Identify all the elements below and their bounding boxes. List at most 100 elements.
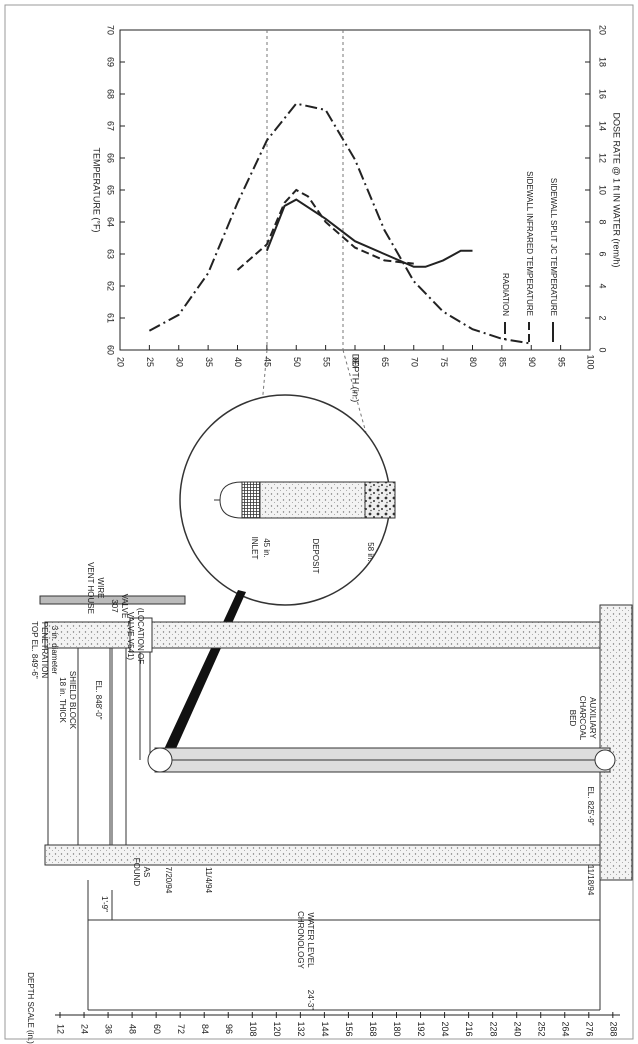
depth-tick-label: 192 — [416, 1021, 426, 1036]
depth-tick-label: 288 — [608, 1021, 618, 1036]
y-tick-label: 63 — [106, 249, 116, 259]
x-tick-label: 40 — [233, 357, 243, 367]
y2-tick-label: 12 — [598, 153, 608, 163]
depth-tick-label: 264 — [560, 1021, 570, 1036]
label: CHARCOAL — [578, 696, 587, 741]
x-tick-label: 80 — [468, 357, 478, 367]
y2-tick-label: 6 — [598, 251, 608, 256]
depth-tick-label: 276 — [584, 1021, 594, 1036]
label: (LOCATION OF — [136, 608, 145, 664]
y-tick-label: 60 — [106, 345, 116, 355]
depth-tick-label: 204 — [440, 1021, 450, 1036]
depth-tick-label: 132 — [296, 1021, 306, 1036]
x-tick-label: 45 — [263, 357, 273, 367]
x-tick-label: 30 — [174, 357, 184, 367]
label: 1'-9" — [100, 896, 109, 912]
label: FOUND — [132, 858, 141, 887]
plot-frame — [120, 30, 590, 350]
depth-tick-label: 240 — [512, 1021, 522, 1036]
figure: 2025303540455055606570758085909510060616… — [0, 0, 638, 1044]
depth-tick-label: 252 — [536, 1021, 546, 1036]
label: 18 in. THICK — [58, 677, 67, 723]
x-tick-label: 90 — [527, 357, 537, 367]
depth-scale-title: DEPTH SCALE (in.) — [26, 972, 35, 1044]
label: TOP EL. 849'-6" — [30, 621, 39, 679]
legend-label: SIDEWALL SPLIT JC TEMPERATURE — [549, 178, 558, 316]
legend-label: SIDEWALL INFRARED TEMPERATURE — [525, 171, 534, 316]
y2-axis-title: DOSE RATE @ 1 ft IN WATER (rem/h) — [612, 113, 622, 268]
depth-tick-label: 228 — [488, 1021, 498, 1036]
y-tick-label: 70 — [106, 25, 116, 35]
depth-tick-label: 48 — [128, 1024, 138, 1034]
label: 307 — [110, 599, 119, 613]
depth-tick-label: 108 — [248, 1021, 258, 1036]
depth-tick-label: 144 — [320, 1021, 330, 1036]
label: CHRONOLOGY — [296, 911, 305, 969]
x-tick-label: 55 — [321, 357, 331, 367]
depth-tick-label: 156 — [344, 1021, 354, 1036]
depth-tick-label: 72 — [176, 1024, 186, 1034]
y-tick-label: 66 — [106, 153, 116, 163]
label: VENT HOUSE — [86, 562, 95, 614]
y2-tick-label: 8 — [598, 219, 608, 224]
label: SHIELD BLOCK — [68, 671, 77, 730]
y-tick-label: 65 — [106, 185, 116, 195]
x-tick-label: 70 — [409, 357, 419, 367]
depth-tick-label: 36 — [104, 1024, 114, 1034]
x-tick-label: 85 — [498, 357, 508, 367]
label: 24'-3" — [306, 990, 315, 1011]
inset — [160, 350, 395, 762]
x-tick-label: 65 — [380, 357, 390, 367]
y-axis-title: TEMPERATURE (°F) — [92, 148, 102, 233]
legend-label: RADIATION — [501, 273, 510, 316]
x-tick-label: 35 — [204, 357, 214, 367]
label: VALVE V541) — [126, 612, 135, 661]
depth-tick-label: 12 — [56, 1024, 66, 1034]
x-tick-label: 25 — [145, 357, 155, 367]
depth-tick-label: 168 — [368, 1021, 378, 1036]
depth-tick-label: 216 — [464, 1021, 474, 1036]
label: 3 in. diameter — [50, 626, 59, 675]
label: WATER LEVEL — [306, 912, 315, 968]
label: AUXILIARY — [588, 697, 597, 739]
series-line — [238, 190, 414, 270]
label: DEPOSIT — [311, 538, 320, 573]
label: EL. 825'-9" — [586, 786, 595, 825]
y2-tick-label: 18 — [598, 57, 608, 67]
label: PENETRATION — [40, 622, 49, 679]
series-line — [149, 104, 531, 344]
series-line — [267, 200, 473, 267]
depth-tick-label: 24 — [80, 1024, 90, 1034]
y2-tick-label: 0 — [598, 347, 608, 352]
x-tick-label: 50 — [292, 357, 302, 367]
y-tick-label: 68 — [106, 89, 116, 99]
x-tick-label: 100 — [586, 354, 596, 369]
label: 58 in. — [366, 542, 375, 562]
label: 11/4/94 — [204, 867, 213, 894]
depth-tick-label: 180 — [392, 1021, 402, 1036]
label: INLET — [250, 537, 259, 560]
y-tick-label: 62 — [106, 281, 116, 291]
label: 45 in. — [262, 538, 271, 558]
label: 7/20/94 — [164, 867, 173, 894]
x-tick-label: 20 — [116, 357, 126, 367]
y-tick-label: 61 — [106, 313, 116, 323]
y2-tick-label: 16 — [598, 89, 608, 99]
label: WIRE — [96, 578, 105, 599]
depth-tick-label: 96 — [224, 1024, 234, 1034]
y2-tick-label: 20 — [598, 25, 608, 35]
label: BED — [568, 710, 577, 727]
y-tick-label: 64 — [106, 217, 116, 227]
y-tick-label: 67 — [106, 121, 116, 131]
label: EL. 848'-0" — [94, 680, 103, 719]
y2-tick-label: 2 — [598, 315, 608, 320]
y-tick-label: 69 — [106, 57, 116, 67]
depth-tick-label: 60 — [152, 1024, 162, 1034]
x-tick-label: 95 — [556, 357, 566, 367]
y2-tick-label: 14 — [598, 121, 608, 131]
x-axis-title: DEPTH (in.) — [351, 354, 361, 403]
depth-tick-label: 120 — [272, 1021, 282, 1036]
x-tick-label: 75 — [439, 357, 449, 367]
y2-tick-label: 4 — [598, 283, 608, 288]
label: 11/18/94 — [586, 865, 595, 896]
